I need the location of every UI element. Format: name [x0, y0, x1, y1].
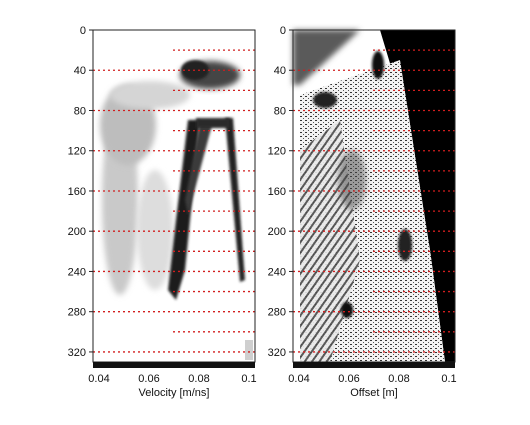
- y-tick-label: 320: [268, 347, 286, 359]
- y-tick-label: 40: [274, 65, 286, 77]
- y-tick-label: 240: [68, 266, 86, 278]
- offset-guide-lines: [293, 49, 455, 353]
- x-tick-label: 0.04: [88, 373, 109, 385]
- x-tick-label: 0.04: [288, 373, 309, 385]
- offset-x-axis-label: Offset [m]: [350, 387, 397, 399]
- y-tick-label: 40: [74, 65, 86, 77]
- y-tick-label: 280: [268, 307, 286, 319]
- velocity-guide-lines: [93, 49, 255, 353]
- offset-x-ticks: 0.04 0.06 0.08 0.1: [288, 373, 456, 385]
- velocity-x-axis-label: Velocity [m/ns]: [139, 387, 210, 399]
- y-tick-label: 0: [280, 25, 286, 37]
- x-tick-label: 0.06: [138, 373, 159, 385]
- y-tick-label: 160: [68, 186, 86, 198]
- y-tick-label: 280: [68, 307, 86, 319]
- offset-y-ticks: 0 40 80 120 160 200 240 280 320: [268, 25, 293, 359]
- offset-x-axis-bar: [293, 362, 455, 368]
- velocity-x-ticks: 0.04 0.06 0.08 0.1: [88, 373, 256, 385]
- y-tick-label: 320: [68, 347, 86, 359]
- y-tick-label: 200: [68, 226, 86, 238]
- y-tick-label: 240: [268, 266, 286, 278]
- velocity-y-ticks: 0 40 80 120 160 200 240 280 320: [68, 25, 93, 359]
- y-tick-label: 80: [274, 105, 286, 117]
- x-tick-label: 0.06: [338, 373, 359, 385]
- y-tick-label: 120: [68, 146, 86, 158]
- y-tick-label: 200: [268, 226, 286, 238]
- velocity-x-axis-bar: [93, 362, 255, 368]
- x-tick-label: 0.1: [441, 373, 456, 385]
- x-tick-label: 0.08: [388, 373, 409, 385]
- y-tick-label: 160: [268, 186, 286, 198]
- x-tick-label: 0.08: [188, 373, 209, 385]
- y-tick-label: 80: [74, 105, 86, 117]
- y-tick-label: 0: [80, 25, 86, 37]
- velocity-semblance-image: [100, 60, 253, 360]
- y-tick-label: 120: [268, 146, 286, 158]
- x-tick-label: 0.1: [241, 373, 256, 385]
- offset-migrated-image: [293, 30, 455, 362]
